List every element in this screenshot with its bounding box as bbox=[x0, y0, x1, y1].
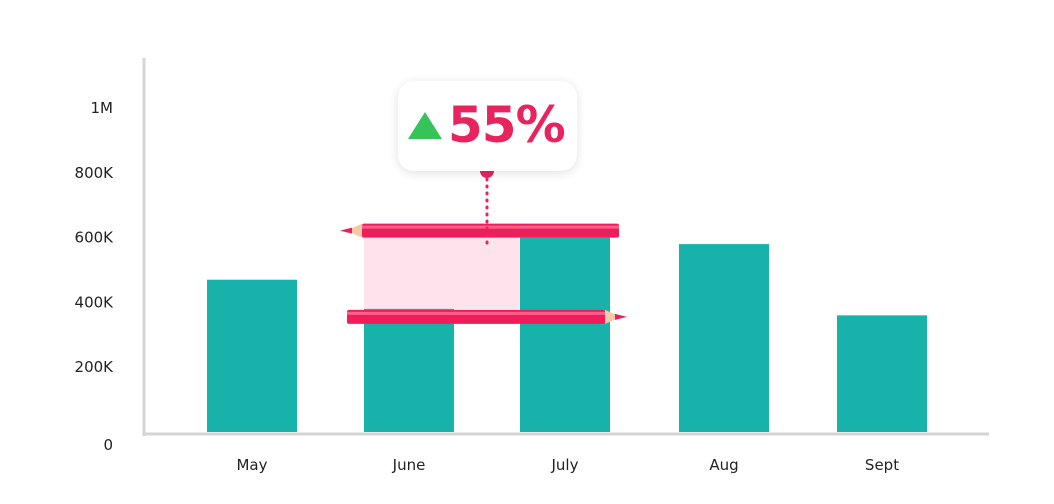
bar-july bbox=[520, 237, 610, 432]
pencil-top-lead bbox=[340, 227, 352, 234]
y-tick-label: 400K bbox=[75, 293, 115, 311]
pencil-bottom-wood bbox=[605, 309, 621, 324]
x-tick-label: July bbox=[551, 456, 579, 474]
axes bbox=[142, 58, 989, 436]
change-percent: 55% bbox=[448, 96, 566, 154]
x-tick-label: June bbox=[392, 456, 426, 474]
y-tick-label: 200K bbox=[75, 358, 115, 376]
pencil-top bbox=[340, 223, 619, 238]
y-tick-label: 600K bbox=[75, 229, 115, 247]
pencil-top-shine bbox=[362, 225, 619, 229]
x-tick-label: May bbox=[236, 456, 267, 474]
bar-june bbox=[364, 308, 454, 432]
bar-may bbox=[207, 279, 297, 432]
pencil-bottom-lead bbox=[615, 313, 627, 320]
change-callout: 55% bbox=[398, 81, 577, 171]
pencil-markers bbox=[340, 223, 627, 324]
y-tick-labels: 0 200K 400K 600K 800K 1M bbox=[75, 99, 115, 454]
bar-aug bbox=[679, 244, 769, 432]
x-tick-label: Sept bbox=[865, 456, 899, 474]
pencil-top-wood bbox=[346, 223, 362, 238]
pencil-bottom bbox=[347, 309, 627, 324]
y-tick-label: 0 bbox=[103, 436, 113, 454]
bars bbox=[207, 237, 927, 432]
y-tick-label: 800K bbox=[75, 164, 115, 182]
highlight-layer bbox=[364, 237, 520, 309]
bar-sept bbox=[837, 315, 927, 432]
change-highlight bbox=[364, 237, 520, 309]
x-tick-labels: May June July Aug Sept bbox=[236, 456, 899, 474]
up-arrow-icon bbox=[408, 112, 442, 139]
y-tick-label: 1M bbox=[91, 99, 114, 117]
pencil-bottom-shine bbox=[347, 311, 605, 315]
x-tick-label: Aug bbox=[709, 456, 738, 474]
